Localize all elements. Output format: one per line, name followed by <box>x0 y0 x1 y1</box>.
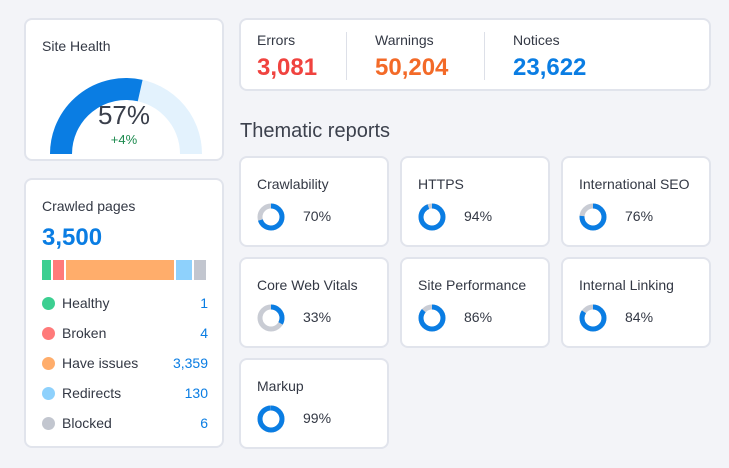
report-card-international-seo[interactable]: International SEO 76% <box>561 156 711 247</box>
report-percent: 70% <box>303 208 332 224</box>
warnings-label: Warnings <box>375 32 434 48</box>
report-percent: 84% <box>625 309 654 325</box>
report-name: Crawlability <box>257 176 329 192</box>
report-card-markup[interactable]: Markup 99% <box>239 358 389 449</box>
legend-row-healthy[interactable]: Healthy 1 <box>42 294 208 314</box>
legend-value[interactable]: 130 <box>184 385 208 401</box>
bar-segment-have-issues[interactable] <box>66 260 174 280</box>
legend-row-redirects[interactable]: Redirects 130 <box>42 384 208 404</box>
donut-icon <box>418 304 446 332</box>
have-issues-dot-icon <box>42 357 55 370</box>
donut-icon <box>579 304 607 332</box>
broken-dot-icon <box>42 327 55 340</box>
site-health-title: Site Health <box>42 38 111 54</box>
legend-label: Blocked <box>62 415 112 431</box>
donut-fill <box>418 203 446 231</box>
site-health-percent: 57% <box>97 100 151 130</box>
report-percent: 33% <box>303 309 332 325</box>
legend-value[interactable]: 1 <box>200 295 208 311</box>
report-percent: 86% <box>464 309 493 325</box>
report-name: Markup <box>257 378 304 394</box>
donut-icon <box>257 203 285 231</box>
report-name: Core Web Vitals <box>257 277 358 293</box>
errors-value[interactable]: 3,081 <box>257 54 318 81</box>
legend-row-broken[interactable]: Broken 4 <box>42 324 208 344</box>
donut-icon <box>418 203 446 231</box>
bar-segment-blocked[interactable] <box>194 260 206 280</box>
report-name: Internal Linking <box>579 277 674 293</box>
legend-row-have-issues[interactable]: Have issues 3,359 <box>42 354 208 374</box>
donut-icon <box>257 304 285 332</box>
donut-fill <box>579 304 607 332</box>
thematic-reports-title: Thematic reports <box>240 120 391 142</box>
report-card-core-web-vitals[interactable]: Core Web Vitals 33% <box>239 257 389 348</box>
legend-value[interactable]: 3,359 <box>172 355 208 371</box>
donut-fill <box>579 203 607 231</box>
report-name: HTTPS <box>418 176 464 192</box>
legend-label: Broken <box>62 325 107 341</box>
bar-segment-redirects[interactable] <box>176 260 192 280</box>
divider <box>346 32 347 80</box>
healthy-dot-icon <box>42 297 55 310</box>
site-health-gauge <box>50 78 202 155</box>
legend-row-blocked[interactable]: Blocked 6 <box>42 414 208 434</box>
gauge-fill <box>50 78 143 155</box>
legend-label: Have issues <box>62 355 139 371</box>
site-health-card[interactable]: Site Health 57% +4% <box>24 18 224 161</box>
notices-block[interactable]: Notices 23,622 <box>513 32 586 82</box>
redirects-dot-icon <box>42 387 55 400</box>
divider <box>484 32 485 80</box>
donut-icon <box>257 405 285 433</box>
report-card-internal-linking[interactable]: Internal Linking 84% <box>561 257 711 348</box>
warnings-block[interactable]: Warnings 50,204 <box>375 32 448 82</box>
report-card-site-performance[interactable]: Site Performance 86% <box>400 257 550 348</box>
notices-label: Notices <box>513 32 560 48</box>
donut-fill <box>418 304 446 332</box>
donut-fill <box>257 405 285 433</box>
legend-value[interactable]: 4 <box>200 325 208 341</box>
crawled-pages-bar <box>42 260 208 280</box>
report-card-https[interactable]: HTTPS 94% <box>400 156 550 247</box>
errors-block[interactable]: Errors 3,081 <box>257 32 317 82</box>
blocked-dot-icon <box>42 417 55 430</box>
crawled-pages-card[interactable]: Crawled pages 3,500 Healthy 1 Broken 4 H… <box>24 178 224 448</box>
report-percent: 99% <box>303 410 332 426</box>
crawled-pages-title: Crawled pages <box>42 198 136 214</box>
donut-fill <box>257 304 285 332</box>
report-name: International SEO <box>579 176 690 192</box>
report-percent: 94% <box>464 208 493 224</box>
legend-label: Redirects <box>62 385 122 401</box>
donut-icon <box>579 203 607 231</box>
report-name: Site Performance <box>418 277 527 293</box>
crawled-pages-total[interactable]: 3,500 <box>42 224 103 251</box>
warnings-value[interactable]: 50,204 <box>375 54 449 81</box>
site-health-delta: +4% <box>110 132 138 147</box>
report-percent: 76% <box>625 208 654 224</box>
notices-value[interactable]: 23,622 <box>513 54 587 81</box>
issues-summary-card: Errors 3,081 Warnings 50,204 Notices 23,… <box>239 18 711 91</box>
legend-value[interactable]: 6 <box>200 415 208 431</box>
errors-label: Errors <box>257 32 296 48</box>
donut-fill <box>257 203 285 231</box>
bar-segment-healthy[interactable] <box>42 260 51 280</box>
report-card-crawlability[interactable]: Crawlability 70% <box>239 156 389 247</box>
legend-label: Healthy <box>62 295 110 311</box>
bar-segment-broken[interactable] <box>53 260 64 280</box>
